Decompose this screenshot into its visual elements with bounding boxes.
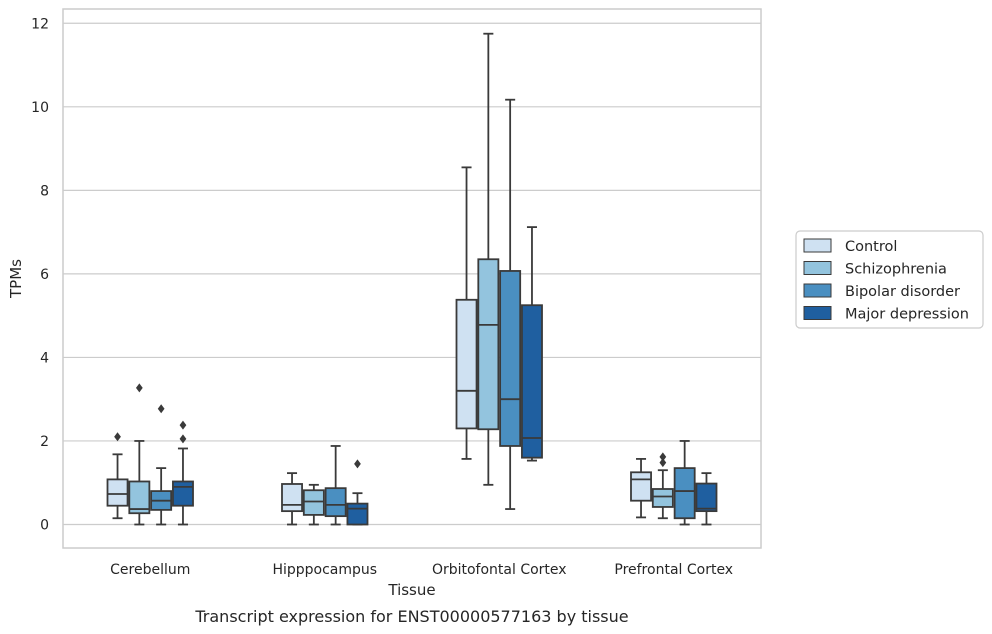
gridlines xyxy=(63,22,761,526)
x-axis-ticks: Cerebellum Hipppocampus Orbitofontal Corte… xyxy=(110,562,733,578)
box-bipolar-disorder-orbitofontal-cortex xyxy=(499,98,522,510)
box xyxy=(695,482,718,513)
box-major-depression-orbitofontal-cortex xyxy=(521,226,543,462)
box-schizophrenia-orbitofontal-cortex xyxy=(477,32,500,486)
box-schizophrenia-hipppocampus xyxy=(302,483,325,526)
x-axis-label: Tissue xyxy=(387,581,435,599)
chart-title: Transcript expression for ENST0000057716… xyxy=(194,607,628,626)
legend-swatch xyxy=(803,306,832,320)
outlier-point xyxy=(354,459,361,469)
y-tick-label: 10 xyxy=(31,100,49,116)
box xyxy=(630,471,652,502)
outlier-point xyxy=(114,432,121,442)
box xyxy=(477,258,500,431)
box xyxy=(521,304,543,459)
plot-area xyxy=(63,9,761,548)
x-tick-label: Hipppocampus xyxy=(272,562,377,578)
x-tick-label: Prefrontal Cortex xyxy=(614,562,733,578)
legend: Control Schizophrenia Bipolar disorder Majo… xyxy=(795,230,984,329)
box xyxy=(128,480,151,515)
legend-label: Bipolar disorder xyxy=(845,284,960,300)
box xyxy=(455,298,478,430)
box-schizophrenia-prefrontal-cortex xyxy=(651,452,674,520)
box xyxy=(499,270,522,447)
legend-swatch xyxy=(803,283,832,298)
y-tick-label: 12 xyxy=(31,16,49,32)
box xyxy=(673,467,696,520)
y-tick-label: 6 xyxy=(40,267,49,283)
box-groups xyxy=(106,32,718,526)
box xyxy=(651,488,674,508)
y-tick-label: 2 xyxy=(40,434,49,450)
box-major-depression-hipppocampus xyxy=(346,459,369,526)
box xyxy=(281,483,303,513)
y-axis-ticks: 0 2 4 6 8 10 12 xyxy=(31,16,49,533)
outlier-point xyxy=(135,383,143,393)
y-tick-label: 4 xyxy=(40,350,49,366)
x-tick-label: Orbitofontal Cortex xyxy=(432,562,567,578)
legend-swatch xyxy=(803,238,832,253)
legend-label: Major depression xyxy=(845,307,969,323)
plot-frame xyxy=(62,8,762,549)
box xyxy=(302,489,325,516)
y-tick-label: 0 xyxy=(40,518,49,534)
y-axis-label: TPMs xyxy=(7,259,25,299)
box-schizophrenia-cerebellum xyxy=(128,383,151,526)
box-control-prefrontal-cortex xyxy=(630,458,652,519)
box-control-hipppocampus xyxy=(281,472,303,526)
outlier-point xyxy=(659,452,667,462)
box-major-depression-prefrontal-cortex xyxy=(695,472,718,526)
box-control-cerebellum xyxy=(106,432,129,520)
x-tick-label: Cerebellum xyxy=(110,562,190,578)
outlier-point xyxy=(157,404,165,414)
box xyxy=(346,502,369,526)
box-bipolar-disorder-prefrontal-cortex xyxy=(673,440,696,526)
box xyxy=(324,487,347,518)
box xyxy=(106,478,129,507)
outlier-point xyxy=(179,434,187,444)
y-tick-label: 8 xyxy=(40,183,49,199)
legend-label: Control xyxy=(845,239,897,255)
box xyxy=(172,480,194,507)
legend-swatch xyxy=(803,261,832,275)
legend-label: Schizophrenia xyxy=(845,262,947,278)
outlier-point xyxy=(179,420,187,430)
box-bipolar-disorder-cerebellum xyxy=(150,404,173,526)
outlier-point xyxy=(659,458,667,468)
legend-frame xyxy=(795,230,984,329)
box-bipolar-disorder-hipppocampus xyxy=(324,445,347,526)
box-major-depression-cerebellum xyxy=(172,420,194,526)
box-control-orbitofontal-cortex xyxy=(455,166,478,460)
